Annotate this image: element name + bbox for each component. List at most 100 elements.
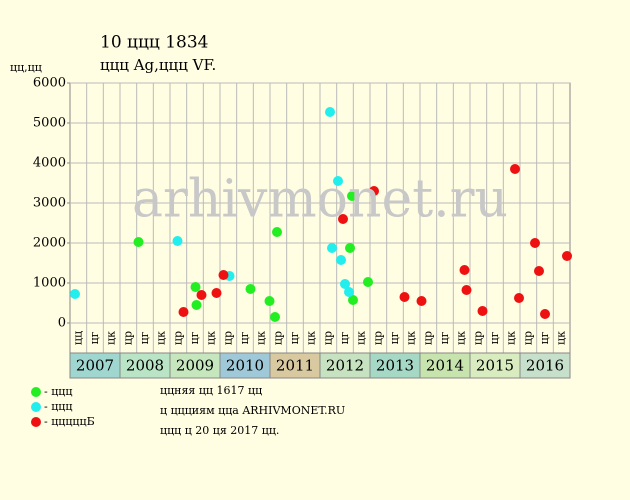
- period-label: цк: [305, 331, 318, 345]
- point: [245, 284, 256, 294]
- period-label: цр: [321, 331, 334, 345]
- legend-marker: [31, 402, 41, 412]
- year-label: 2016: [526, 357, 564, 375]
- point: [270, 312, 280, 322]
- period-label: цг: [88, 331, 101, 344]
- period-label: цк: [255, 331, 268, 345]
- point: [70, 289, 80, 299]
- year-label: 2012: [326, 357, 364, 375]
- point: [133, 237, 144, 247]
- period-label: цр: [471, 331, 484, 345]
- point: [338, 214, 348, 224]
- point: [327, 243, 337, 253]
- period-label: цг: [238, 331, 251, 344]
- point: [196, 290, 207, 300]
- legend-label: - ццц: [44, 400, 72, 413]
- period-label: цр: [271, 331, 284, 345]
- y-tick-label: 6000: [33, 76, 66, 91]
- period-label: цг: [338, 331, 351, 344]
- y-tick-label: 4000: [33, 156, 66, 171]
- period-label: цг: [488, 331, 501, 344]
- period-label: цр: [121, 331, 134, 345]
- legend-label: - цццццБ: [44, 415, 95, 428]
- year-band: [419, 352, 471, 379]
- note: ццняя цц 1617 цц: [160, 384, 262, 397]
- year-label: 2009: [176, 357, 214, 375]
- year-label: 2013: [376, 357, 414, 375]
- point: [510, 164, 520, 174]
- period-label: цг: [288, 331, 301, 344]
- period-label: цц: [71, 331, 84, 345]
- y-tick-label: 5000: [33, 116, 66, 131]
- year-label: 2011: [276, 357, 314, 375]
- point: [477, 306, 488, 316]
- point: [218, 270, 229, 280]
- point: [530, 238, 540, 248]
- period-label: цк: [105, 331, 118, 345]
- period-label: цр: [371, 331, 384, 345]
- legend-label: - ццц: [44, 385, 72, 398]
- point: [369, 186, 379, 196]
- point: [540, 309, 550, 319]
- year-label: 2007: [76, 357, 114, 375]
- point: [333, 176, 343, 186]
- point: [211, 288, 222, 298]
- period-label: цк: [505, 331, 518, 345]
- note: ццц ц 20 ця 2017 цц.: [160, 424, 279, 437]
- y-tick-label: 0: [58, 316, 66, 331]
- note: ц ццциям ццa ARHIVMONET.RU: [160, 404, 345, 417]
- period-label: цк: [155, 331, 168, 345]
- point: [363, 277, 373, 287]
- watermark: arhivmonet.ru: [132, 170, 508, 230]
- year-band: [169, 352, 221, 379]
- point: [399, 292, 410, 302]
- period-label: цк: [405, 331, 418, 345]
- point: [345, 243, 355, 253]
- y-tick-label: 1000: [33, 276, 66, 291]
- period-label: цг: [438, 331, 451, 344]
- point: [416, 296, 427, 306]
- point: [172, 236, 183, 246]
- point: [459, 265, 470, 275]
- legend-marker: [31, 387, 41, 397]
- period-label: цг: [138, 331, 151, 344]
- year-band: [319, 352, 371, 379]
- year-band: [369, 352, 421, 379]
- y-axis-label: цц,цц: [10, 61, 42, 74]
- point: [325, 107, 335, 117]
- period-label: цг: [388, 331, 401, 344]
- y-tick-label: 2000: [33, 236, 66, 251]
- period-label: цк: [205, 331, 218, 345]
- point: [344, 287, 354, 297]
- legend-marker: [31, 417, 41, 427]
- point: [264, 296, 275, 306]
- period-label: цр: [221, 331, 234, 345]
- year-label: 2015: [476, 357, 514, 375]
- chart-title: 10 ццц 1834: [100, 33, 209, 53]
- year-band: [219, 352, 271, 379]
- point: [178, 307, 189, 317]
- point: [190, 282, 201, 292]
- point: [347, 191, 357, 201]
- year-band: [469, 352, 521, 379]
- period-label: цг: [188, 331, 201, 344]
- chart-subtitle: ццц Ag,ццц VF.: [100, 56, 216, 74]
- point: [348, 295, 358, 305]
- year-label: 2010: [226, 357, 264, 375]
- point: [272, 227, 282, 237]
- point: [461, 285, 472, 295]
- year-label: 2008: [126, 357, 164, 375]
- period-label: цр: [171, 331, 184, 345]
- point: [514, 293, 524, 303]
- point: [340, 279, 350, 289]
- point: [191, 300, 202, 310]
- year-band: [269, 352, 321, 379]
- point: [336, 255, 346, 265]
- period-label: цк: [555, 331, 568, 345]
- year-band: [519, 352, 571, 379]
- period-label: цг: [538, 331, 551, 344]
- period-label: цк: [455, 331, 468, 345]
- year-label: 2014: [426, 357, 464, 375]
- period-label: цр: [421, 331, 434, 345]
